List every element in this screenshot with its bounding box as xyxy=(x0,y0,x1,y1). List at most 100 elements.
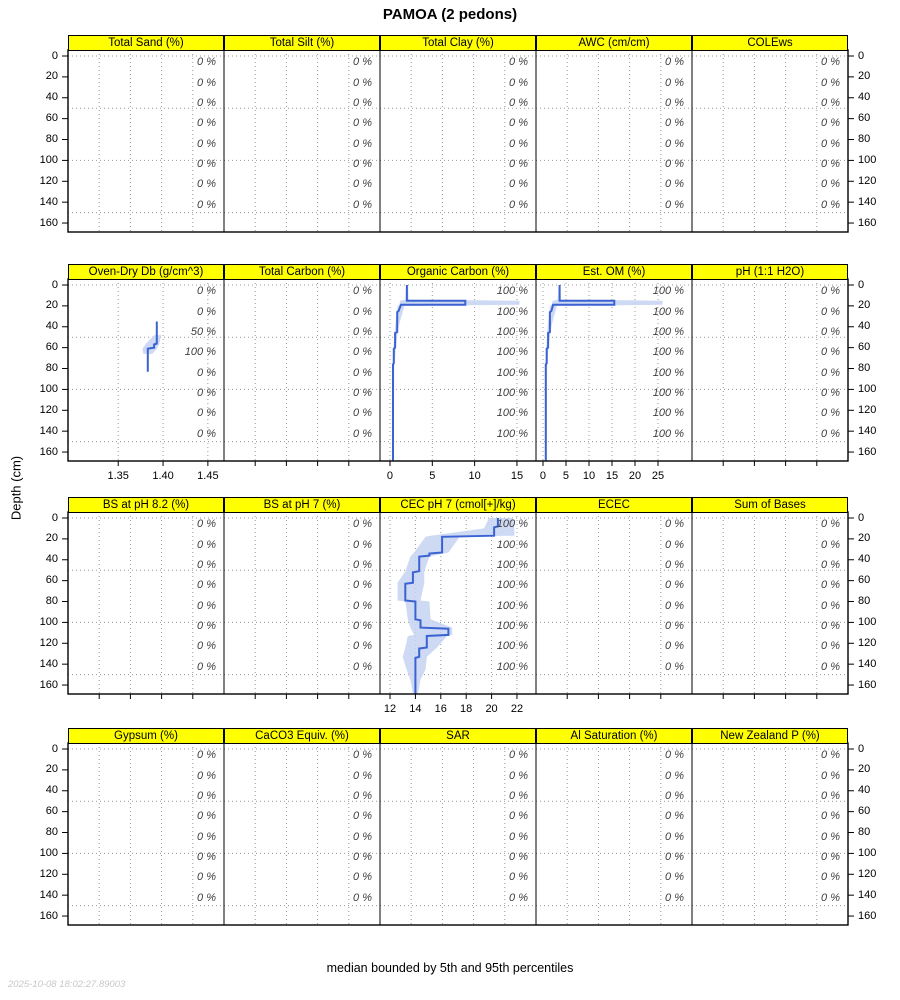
contributing-fraction-label: 100 % xyxy=(496,518,528,531)
depth-tick-label: 40 xyxy=(45,320,58,333)
depth-tick-label: 20 xyxy=(858,299,871,312)
depth-tick-label: 120 xyxy=(858,867,877,880)
depth-tick-label: 80 xyxy=(45,362,58,375)
contributing-fraction-label: 0 % xyxy=(197,387,216,400)
depth-tick-label: 120 xyxy=(39,867,58,880)
contributing-fraction-label: 0 % xyxy=(509,178,528,191)
contributing-fraction-label: 0 % xyxy=(197,871,216,884)
contributing-fraction-label: 100 % xyxy=(652,346,684,359)
x-tick-label: 20 xyxy=(628,470,642,482)
contributing-fraction-label: 0 % xyxy=(353,198,372,211)
depth-tick-label: 160 xyxy=(39,216,58,229)
panel-header: Est. OM (%) xyxy=(536,264,692,280)
contributing-fraction-label: 0 % xyxy=(509,117,528,130)
x-tick-label: 5 xyxy=(562,470,570,482)
contributing-fraction-label: 0 % xyxy=(509,76,528,89)
panel-header: Total Carbon (%) xyxy=(224,264,380,280)
contributing-fraction-label: 0 % xyxy=(353,640,372,653)
panel-header: Total Clay (%) xyxy=(380,35,536,51)
contributing-fraction-label: 0 % xyxy=(665,640,684,653)
contributing-fraction-label: 0 % xyxy=(197,137,216,150)
contributing-fraction-label: 0 % xyxy=(509,851,528,864)
contributing-fraction-label: 0 % xyxy=(665,851,684,864)
contributing-fraction-label: 100 % xyxy=(652,366,684,379)
contributing-fraction-label: 0 % xyxy=(821,137,840,150)
contributing-fraction-label: 0 % xyxy=(197,198,216,211)
panel-header: ECEC xyxy=(536,497,692,513)
contributing-fraction-label: 0 % xyxy=(821,198,840,211)
median-line xyxy=(146,321,158,372)
depth-tick-label: 20 xyxy=(45,70,58,83)
contributing-fraction-label: 0 % xyxy=(821,178,840,191)
contributing-fraction-label: 0 % xyxy=(353,305,372,318)
depth-tick-label: 80 xyxy=(858,826,871,839)
panel-header: Al Saturation (%) xyxy=(536,728,692,744)
contributing-fraction-label: 100 % xyxy=(652,305,684,318)
contributing-fraction-label: 0 % xyxy=(197,579,216,592)
contributing-fraction-label: 0 % xyxy=(821,620,840,633)
contributing-fraction-label: 0 % xyxy=(197,538,216,551)
depth-tick-label: 20 xyxy=(45,532,58,545)
contributing-fraction-label: 50 % xyxy=(190,325,216,338)
x-tick-label: 15 xyxy=(510,470,524,482)
contributing-fraction-label: 100 % xyxy=(652,325,684,338)
contributing-fraction-label: 100 % xyxy=(496,427,528,440)
contributing-fraction-label: 0 % xyxy=(353,407,372,420)
contributing-fraction-label: 0 % xyxy=(821,599,840,612)
depth-tick-label: 40 xyxy=(858,553,871,566)
contributing-fraction-label: 0 % xyxy=(821,851,840,864)
contributing-fraction-label: 100 % xyxy=(496,558,528,571)
depth-tick-label: 0 xyxy=(858,742,865,755)
contributing-fraction-label: 0 % xyxy=(821,891,840,904)
x-tick-label: 20 xyxy=(485,703,498,715)
contributing-fraction-label: 0 % xyxy=(197,285,216,298)
x-tick-label: 1.45 xyxy=(197,470,219,482)
contributing-fraction-label: 0 % xyxy=(665,810,684,823)
x-tick-label: 10 xyxy=(582,470,596,482)
contributing-fraction-label: 0 % xyxy=(821,640,840,653)
panel-header: CaCO3 Equiv. (%) xyxy=(224,728,380,744)
contributing-fraction-label: 0 % xyxy=(665,198,684,211)
contributing-fraction-label: 0 % xyxy=(509,810,528,823)
depth-tick-label: 100 xyxy=(39,615,58,628)
depth-tick-label: 60 xyxy=(858,805,871,818)
depth-tick-label: 0 xyxy=(51,742,58,755)
x-tick-label: 12 xyxy=(383,703,397,715)
depth-tick-label: 100 xyxy=(858,382,877,395)
contributing-fraction-label: 0 % xyxy=(197,599,216,612)
depth-tick-label: 140 xyxy=(39,424,58,437)
contributing-fraction-label: 0 % xyxy=(197,96,216,109)
depth-tick-label: 40 xyxy=(858,320,871,333)
depth-tick-label: 60 xyxy=(45,574,58,587)
panel-header: BS at pH 7 (%) xyxy=(224,497,380,513)
contributing-fraction-label: 0 % xyxy=(197,769,216,782)
contributing-fraction-label: 0 % xyxy=(821,387,840,400)
panel-header: Total Sand (%) xyxy=(68,35,224,51)
contributing-fraction-label: 0 % xyxy=(353,518,372,531)
depth-tick-label: 80 xyxy=(45,133,58,146)
contributing-fraction-label: 0 % xyxy=(353,427,372,440)
contributing-fraction-label: 0 % xyxy=(197,640,216,653)
contributing-fraction-label: 0 % xyxy=(353,749,372,762)
panel-header: Gypsum (%) xyxy=(68,728,224,744)
depth-tick-label: 160 xyxy=(858,216,877,229)
contributing-fraction-label: 0 % xyxy=(665,871,684,884)
panel-header: Oven-Dry Db (g/cm^3) xyxy=(68,264,224,280)
x-tick-label: 18 xyxy=(460,703,473,715)
panel-header: Total Silt (%) xyxy=(224,35,380,51)
contributing-fraction-label: 0 % xyxy=(353,387,372,400)
x-tick-label: 1.40 xyxy=(152,470,174,482)
depth-tick-label: 80 xyxy=(45,595,58,608)
depth-tick-label: 60 xyxy=(858,112,871,125)
contributing-fraction-label: 0 % xyxy=(197,427,216,440)
contributing-fraction-label: 0 % xyxy=(197,158,216,171)
contributing-fraction-label: 0 % xyxy=(353,158,372,171)
contributing-fraction-label: 0 % xyxy=(821,810,840,823)
contributing-fraction-label: 0 % xyxy=(665,56,684,69)
contributing-fraction-label: 0 % xyxy=(197,117,216,130)
contributing-fraction-label: 100 % xyxy=(496,366,528,379)
depth-tick-label: 120 xyxy=(39,174,58,187)
contributing-fraction-label: 0 % xyxy=(353,325,372,338)
contributing-fraction-label: 0 % xyxy=(353,660,372,673)
contributing-fraction-label: 0 % xyxy=(665,518,684,531)
